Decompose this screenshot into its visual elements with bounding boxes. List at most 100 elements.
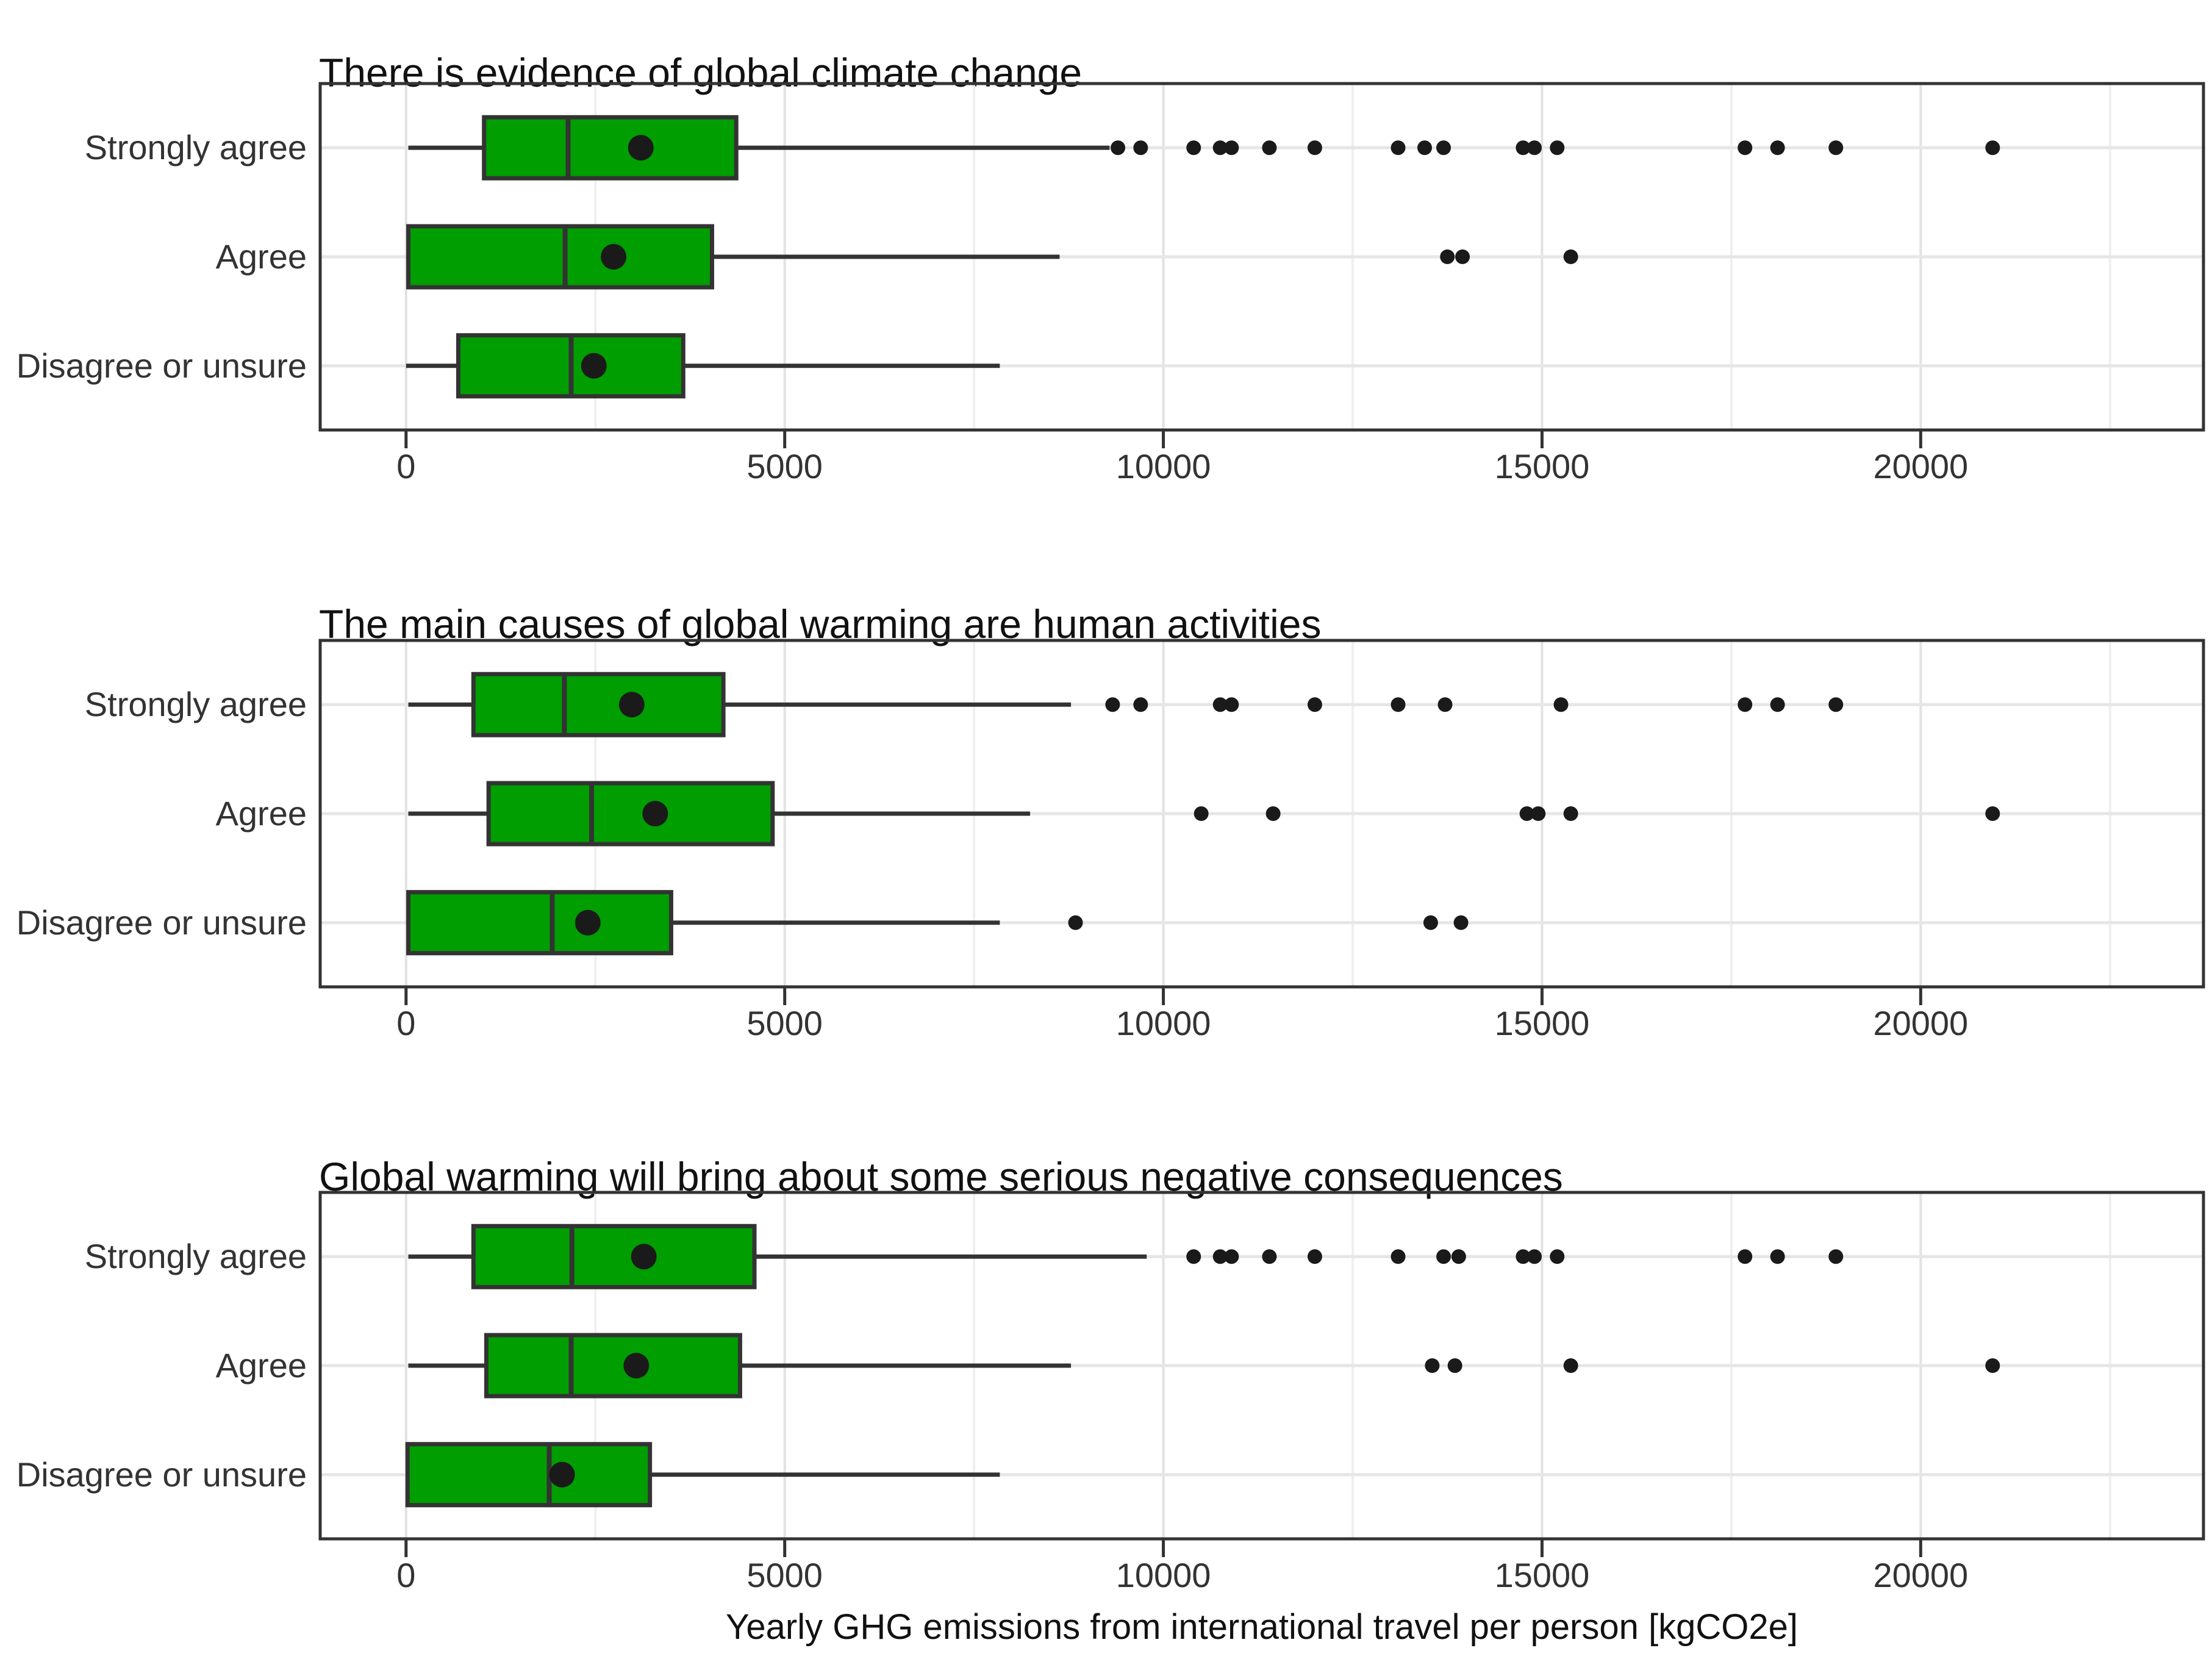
category-label: Strongly agree (84, 128, 307, 167)
category-label: Agree (215, 1346, 307, 1385)
outlier-dot (1391, 140, 1406, 156)
outlier-dot (1224, 697, 1239, 712)
panel-border (318, 639, 2205, 989)
x-tick-label: 20000 (1873, 1556, 1969, 1594)
mean-dot (549, 1461, 575, 1488)
panel-3-plot-area (318, 1191, 2205, 1557)
x-tick-label: 15000 (1494, 1556, 1590, 1594)
x-tick-label: 0 (396, 1556, 416, 1594)
outlier-dot (1770, 140, 1785, 156)
outlier-dot (1417, 140, 1432, 156)
outlier-dot (1527, 140, 1542, 156)
outlier-dot (1519, 806, 1534, 821)
x-tick-label: 5000 (746, 447, 823, 486)
panel-border (318, 1191, 2205, 1541)
mean-dot (631, 1244, 657, 1270)
x-tick-label: 0 (396, 1004, 416, 1042)
outlier-dot (1212, 140, 1228, 156)
iqr-box (406, 890, 673, 956)
iqr-box (484, 1333, 742, 1399)
x-tick-label: 15000 (1494, 1004, 1590, 1042)
mean-dot (601, 244, 627, 270)
iqr-box (486, 781, 775, 847)
x-tick-label: 5000 (746, 1556, 823, 1594)
category-label: Disagree or unsure (16, 903, 307, 942)
panel-1-title: There is evidence of global climate chan… (319, 49, 1083, 95)
x-tick-label: 10000 (1115, 1004, 1211, 1042)
mean-dot (574, 909, 601, 936)
panel-border (318, 82, 2205, 432)
outlier-dot (1531, 806, 1546, 821)
outlier-dot (1425, 1358, 1440, 1373)
panel-2-title: The main causes of global warming are hu… (319, 601, 1322, 647)
outlier-dot (1455, 249, 1470, 264)
outlier-dot (1828, 697, 1844, 712)
outlier-dot (1550, 1249, 1565, 1264)
x-tick-label: 10000 (1115, 1556, 1211, 1594)
outlier-dot (1105, 697, 1120, 712)
category-label: Disagree or unsure (16, 346, 307, 385)
outlier-dot (1068, 915, 1083, 930)
mean-dot (623, 1353, 650, 1378)
outlier-dot (1224, 1249, 1239, 1264)
iqr-box (471, 672, 726, 737)
outlier-dot (1985, 1358, 2000, 1373)
outlier-dot (1262, 1249, 1277, 1264)
outlier-dot (1453, 915, 1469, 930)
x-tick-label: 20000 (1873, 1004, 1969, 1042)
x-tick-label: 10000 (1115, 447, 1211, 486)
outlier-dot (1985, 806, 2000, 821)
outlier-dot (1436, 140, 1451, 156)
outlier-dot (1828, 1249, 1844, 1264)
x-tick-label: 20000 (1873, 447, 1969, 486)
outlier-dot (1423, 915, 1438, 930)
outlier-dot (1563, 1358, 1578, 1373)
outlier-dot (1550, 140, 1565, 156)
category-label: Strongly agree (84, 685, 307, 724)
panel-1-plot-area (318, 82, 2205, 448)
outlier-dot (1111, 140, 1126, 156)
x-tick-label: 0 (396, 447, 416, 486)
outlier-dot (1437, 697, 1453, 712)
iqr-box (482, 115, 739, 181)
x-axis-title: Yearly GHG emissions from international … (726, 1607, 1798, 1647)
outlier-dot (1194, 806, 1209, 821)
iqr-box (405, 1442, 653, 1508)
category-label: Agree (215, 237, 307, 276)
outlier-dot (1770, 697, 1785, 712)
mean-dot (618, 692, 645, 718)
x-tick-label: 15000 (1494, 447, 1590, 486)
category-label: Agree (215, 794, 307, 833)
outlier-dot (1307, 697, 1322, 712)
outlier-dot (1738, 140, 1753, 156)
category-label: Disagree or unsure (16, 1455, 307, 1494)
outlier-dot (1307, 140, 1322, 156)
panel-2-plot-area (318, 639, 2205, 1005)
outlier-dot (1212, 697, 1228, 712)
outlier-dot (1828, 140, 1844, 156)
mean-dot (642, 801, 668, 826)
outlier-dot (1516, 140, 1531, 156)
outlier-dot (1440, 249, 1455, 264)
outlier-dot (1212, 1249, 1228, 1264)
outlier-dot (1527, 1249, 1542, 1264)
outlier-dot (1307, 1249, 1322, 1264)
mean-dot (628, 135, 654, 161)
iqr-box (471, 1224, 757, 1289)
outlier-dot (1738, 1249, 1753, 1264)
category-label: Strongly agree (84, 1237, 307, 1276)
iqr-box (406, 224, 714, 290)
outlier-dot (1985, 140, 2000, 156)
outlier-dot (1133, 697, 1148, 712)
outlier-dot (1186, 1249, 1201, 1264)
outlier-dot (1391, 697, 1406, 712)
outlier-dot (1738, 697, 1753, 712)
outlier-dot (1436, 1249, 1451, 1264)
outlier-dot (1133, 140, 1148, 156)
outlier-dot (1563, 249, 1578, 264)
outlier-dot (1262, 140, 1277, 156)
outlier-dot (1265, 806, 1281, 821)
outlier-dot (1447, 1358, 1462, 1373)
x-tick-label: 5000 (746, 1004, 823, 1042)
